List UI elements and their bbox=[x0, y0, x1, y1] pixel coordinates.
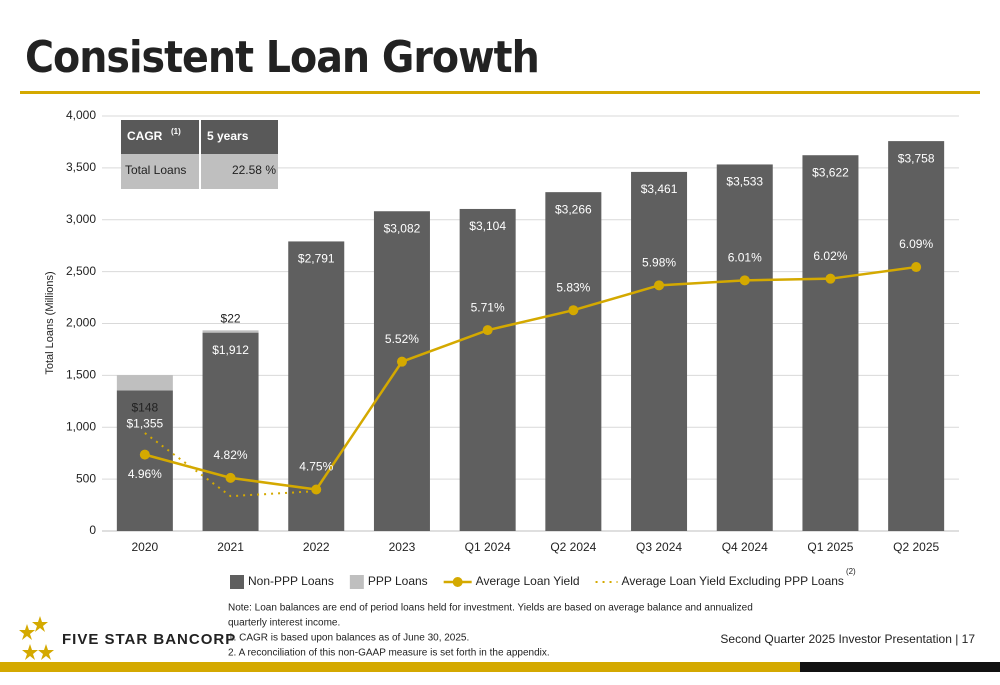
note: 2. A reconciliation of this non-GAAP mea… bbox=[228, 648, 550, 659]
footer: Second Quarter 2025 Investor Presentatio… bbox=[720, 632, 975, 646]
bar bbox=[116, 375, 173, 391]
y-tick-label: 0 bbox=[89, 523, 96, 537]
yield-point bbox=[482, 325, 493, 336]
bar bbox=[202, 330, 259, 333]
cagr-table: CAGR (1) 5 years Total Loans 22.58 % bbox=[121, 120, 278, 189]
notes: Note: Loan balances are end of period lo… bbox=[228, 603, 753, 659]
x-tick-label: 2021 bbox=[217, 540, 244, 554]
note: quarterly interest income. bbox=[228, 618, 340, 629]
bar-label: $3,758 bbox=[898, 151, 935, 165]
y-tick-label: 500 bbox=[76, 471, 96, 485]
bar-label: $1,355 bbox=[126, 417, 163, 431]
yield-point bbox=[396, 356, 407, 367]
x-tick-label: Q3 2024 bbox=[636, 540, 682, 554]
legend-swatch bbox=[230, 575, 244, 589]
y-tick-label: 1,000 bbox=[66, 419, 96, 433]
legend-label: Average Loan Yield bbox=[476, 574, 580, 588]
logo: FIVE STAR BANCORP bbox=[62, 631, 236, 648]
yield-point bbox=[139, 449, 150, 460]
bar-label: $3,104 bbox=[469, 219, 506, 233]
bar bbox=[288, 241, 345, 531]
yield-label: 5.98% bbox=[642, 255, 676, 269]
bar bbox=[459, 208, 516, 531]
table-header-cell: CAGR bbox=[127, 129, 163, 143]
bar bbox=[631, 171, 688, 531]
bar-label: $3,461 bbox=[641, 182, 678, 196]
yield-point bbox=[311, 484, 322, 495]
yield-label: 6.09% bbox=[899, 237, 933, 251]
bar-label: $2,791 bbox=[298, 252, 335, 266]
yield-point bbox=[568, 305, 579, 316]
bar bbox=[716, 164, 773, 532]
x-tick-label: Q1 2024 bbox=[465, 540, 511, 554]
bar bbox=[545, 192, 602, 531]
note: Note: Loan balances are end of period lo… bbox=[228, 603, 753, 614]
yield-label: 4.96% bbox=[128, 467, 162, 481]
note: 1. CAGR is based upon balances as of Jun… bbox=[228, 633, 469, 644]
title: Consistent Loan Growth bbox=[25, 32, 539, 83]
bar bbox=[373, 211, 430, 531]
dotted-line bbox=[144, 432, 317, 498]
bar-label: $1,912 bbox=[212, 343, 249, 357]
yield-label: 5.83% bbox=[556, 280, 590, 294]
x-tick-label: Q2 2025 bbox=[893, 540, 939, 554]
yield-label: 6.02% bbox=[813, 249, 847, 263]
yield-point bbox=[911, 262, 922, 273]
x-tick-label: Q1 2025 bbox=[807, 540, 853, 554]
yield-label: 5.71% bbox=[471, 300, 505, 314]
y-tick-label: 4,000 bbox=[66, 108, 96, 122]
bar-label: $3,266 bbox=[555, 202, 592, 216]
x-tick-label: Q4 2024 bbox=[722, 540, 768, 554]
yield-label: 5.52% bbox=[385, 332, 419, 346]
yield-label: 4.75% bbox=[299, 460, 333, 474]
table-cell: Total Loans bbox=[125, 163, 186, 177]
bar bbox=[888, 141, 945, 532]
legend-label: Average Loan Yield Excluding PPP Loans bbox=[622, 574, 844, 588]
bar bbox=[802, 155, 859, 531]
yield-point bbox=[739, 275, 750, 286]
legend: Non-PPP Loans PPP Loans Average Loan Yield… bbox=[230, 567, 856, 589]
yield-label: 6.01% bbox=[728, 251, 762, 265]
x-tick-label: Q2 2024 bbox=[550, 540, 596, 554]
yield-line bbox=[144, 265, 917, 491]
x-tick-label: 2022 bbox=[303, 540, 330, 554]
table-cell: 22.58 % bbox=[232, 163, 276, 177]
bar-label: $3,622 bbox=[812, 165, 849, 179]
legend-label: PPP Loans bbox=[368, 574, 428, 588]
x-tick-label: 2023 bbox=[389, 540, 416, 554]
yield-point bbox=[654, 280, 665, 291]
yield-point bbox=[225, 472, 236, 483]
bar bbox=[202, 332, 259, 531]
table-note: (1) bbox=[171, 127, 181, 136]
logo-stars bbox=[19, 616, 54, 660]
y-tick-label: 2,500 bbox=[66, 264, 96, 278]
y-tick-label: 2,000 bbox=[66, 316, 96, 330]
bar-label: $22 bbox=[221, 312, 241, 326]
y-axis-label: Total Loans (Millions) bbox=[44, 271, 56, 374]
footer-bar bbox=[0, 662, 1000, 672]
footer-bar-dark bbox=[800, 662, 1000, 672]
y-tick-label: 1,500 bbox=[66, 368, 96, 382]
y-tick-label: 3,000 bbox=[66, 212, 96, 226]
legend-label: Non-PPP Loans bbox=[248, 574, 334, 588]
title-rule bbox=[20, 91, 980, 94]
bar-label: $3,533 bbox=[726, 175, 763, 189]
bar-label: $3,082 bbox=[384, 221, 421, 235]
x-tick-label: 2020 bbox=[131, 540, 158, 554]
y-tick-label: 3,500 bbox=[66, 160, 96, 174]
yield-point bbox=[825, 273, 836, 284]
legend-swatch bbox=[349, 575, 364, 589]
legend-note: (2) bbox=[846, 567, 856, 576]
legend-swatch bbox=[452, 577, 463, 587]
yield-label: 4.82% bbox=[214, 448, 248, 462]
bar-label: $148 bbox=[131, 401, 158, 415]
table-header-cell: 5 years bbox=[207, 129, 249, 143]
